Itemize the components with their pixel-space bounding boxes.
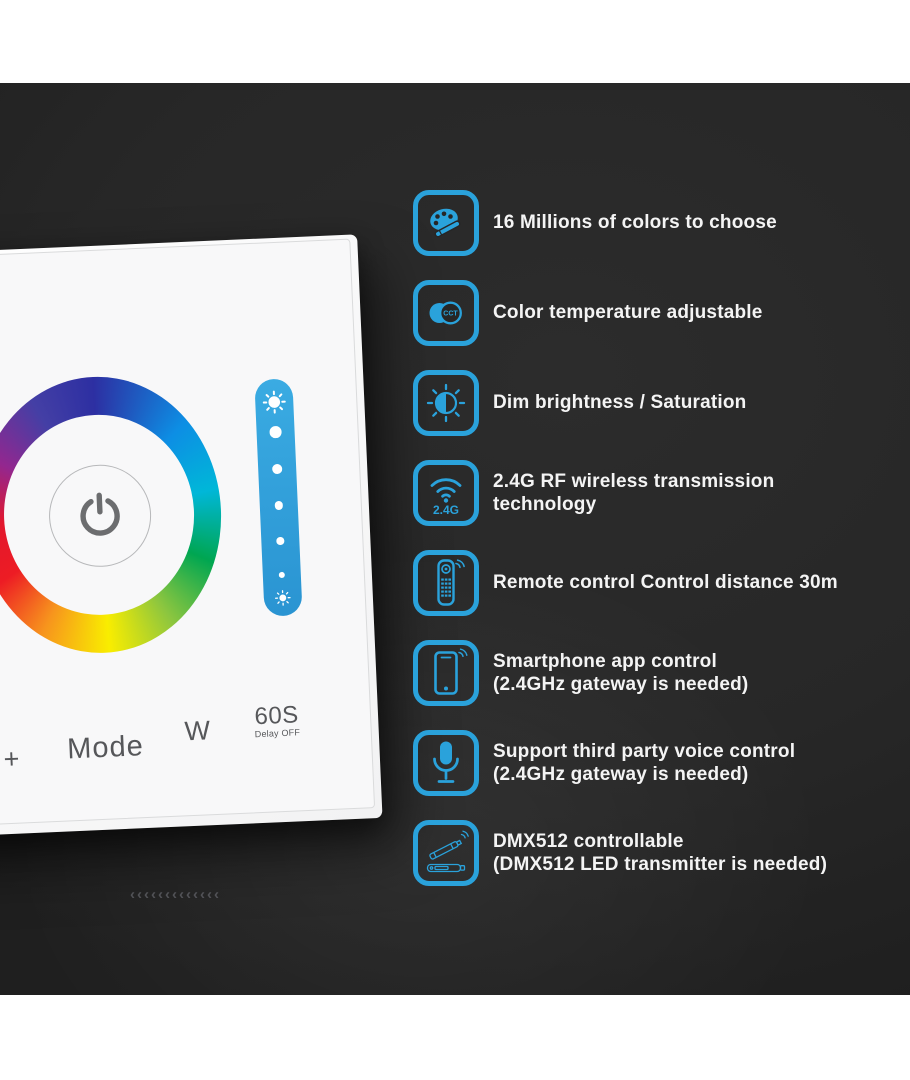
feature-line: DMX512 controllable xyxy=(493,830,684,852)
feature-text: 2.4G RF wireless transmission technology xyxy=(493,470,774,517)
feature-line: 16 Millions of colors to choose xyxy=(493,212,777,234)
wifi-2-4g-icon: 2.4G xyxy=(423,468,469,518)
feature-icon-box: CCT xyxy=(413,280,479,346)
feature-icon-box: 2.4G xyxy=(413,460,479,526)
remote-icon xyxy=(424,557,468,609)
saturation-plus-label[interactable]: + xyxy=(2,743,21,775)
feature-text: Color temperature adjustable xyxy=(493,301,763,325)
brightness-high-icon xyxy=(262,390,286,414)
feature-line: (DMX512 LED transmitter is needed) xyxy=(493,854,828,875)
dark-band: + Mode W 60S Delay OFF ‹‹‹‹‹‹‹‹‹‹‹‹‹ 16 … xyxy=(0,83,910,995)
feature-line: 2.4G RF wireless transmission xyxy=(493,470,775,492)
feature-text: Smartphone app control (2.4GHz gateway is… xyxy=(493,650,748,697)
feature-line: Dim brightness / Saturation xyxy=(493,392,747,414)
palette-icon xyxy=(425,202,467,244)
slider-dot xyxy=(276,536,285,545)
brightness-low-icon xyxy=(274,590,291,606)
feature-row: 16 Millions of colors to choose xyxy=(413,190,838,256)
feature-line: Color temperature adjustable xyxy=(493,302,763,324)
feature-row: Remote control Control distance 30m xyxy=(413,550,838,616)
feature-line: Remote control Control distance 30m xyxy=(493,572,838,594)
cct-icon: CCT xyxy=(425,292,467,334)
feature-icon-box xyxy=(413,730,479,796)
feature-row: Support third party voice control (2.4GHz… xyxy=(413,730,838,796)
feature-row: Smartphone app control (2.4GHz gateway is… xyxy=(413,640,838,706)
feature-text: Dim brightness / Saturation xyxy=(493,391,747,415)
slider-dot xyxy=(274,501,284,511)
dim-icon xyxy=(423,380,469,426)
feature-icon-box xyxy=(413,370,479,436)
feature-text: Support third party voice control (2.4GHz… xyxy=(493,740,795,787)
feature-line: technology xyxy=(493,494,597,515)
feature-line: Smartphone app control xyxy=(493,650,717,672)
power-button[interactable] xyxy=(46,462,154,569)
mode-button[interactable]: Mode xyxy=(66,730,145,766)
dmx-icon xyxy=(423,828,469,878)
slider-dot xyxy=(278,571,286,579)
microphone-icon xyxy=(424,737,468,789)
feature-list: 16 Millions of colors to choose CCT Colo… xyxy=(413,190,838,910)
feature-line: (2.4GHz gateway is needed) xyxy=(493,674,749,695)
white-channel-button[interactable]: W xyxy=(183,715,211,747)
feature-row: DMX512 controllable (DMX512 LED transmitt… xyxy=(413,820,838,886)
slider-dot xyxy=(272,464,283,475)
slider-dots xyxy=(269,414,288,590)
feature-text: Remote control Control distance 30m xyxy=(493,571,838,595)
feature-icon-box xyxy=(413,190,479,256)
feature-line: Support third party voice control xyxy=(493,740,796,762)
feature-line: (2.4GHz gateway is needed) xyxy=(493,764,749,785)
feature-row: CCT Color temperature adjustable xyxy=(413,280,838,346)
wall-panel: + Mode W 60S Delay OFF xyxy=(0,234,383,838)
feature-row: 2.4G 2.4G RF wireless transmission techno… xyxy=(413,460,838,526)
feature-text: 16 Millions of colors to choose xyxy=(493,211,777,235)
wifi-2-4g-text: 2.4G xyxy=(433,503,459,517)
feature-icon-box xyxy=(413,550,479,616)
feature-text: DMX512 controllable (DMX512 LED transmitt… xyxy=(493,830,827,877)
smartphone-icon xyxy=(424,647,468,699)
slider-dot xyxy=(269,425,282,438)
brightness-slider[interactable] xyxy=(254,378,303,617)
timer-label: 60S xyxy=(253,701,300,731)
feature-icon-box xyxy=(413,640,479,706)
feature-row: Dim brightness / Saturation xyxy=(413,370,838,436)
timer-button[interactable]: 60S Delay OFF xyxy=(253,701,300,739)
feature-icon-box xyxy=(413,820,479,886)
chevron-decor: ‹‹‹‹‹‹‹‹‹‹‹‹‹ xyxy=(130,886,221,903)
cct-text: CCT xyxy=(443,311,458,318)
power-icon xyxy=(80,492,120,536)
